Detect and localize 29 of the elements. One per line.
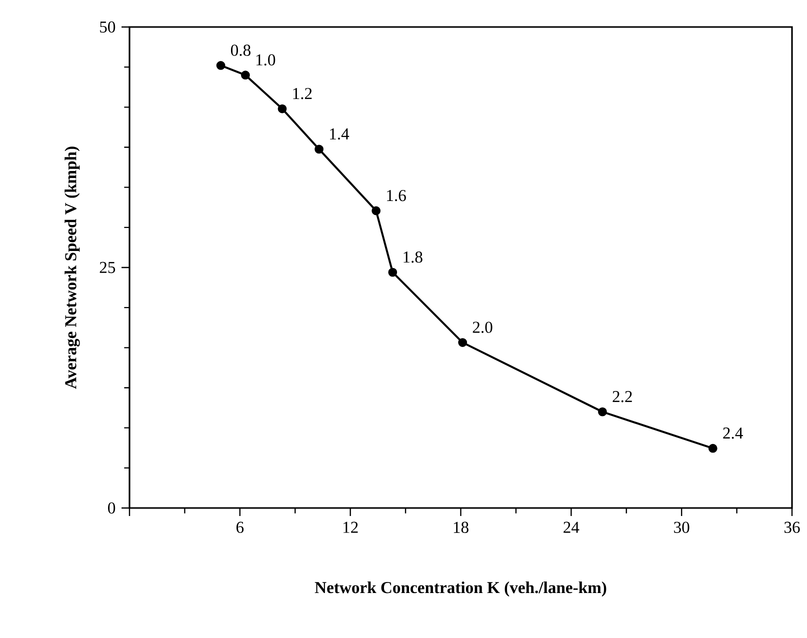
- x-tick-label: 24: [564, 522, 580, 533]
- point: [278, 104, 287, 114]
- point: [598, 407, 607, 416]
- annotation: 1.6: [387, 190, 406, 202]
- point: [314, 144, 324, 154]
- annotation: 1.0: [256, 54, 276, 66]
- point: [388, 268, 398, 277]
- point: [240, 70, 250, 80]
- y-tick-label: 0: [108, 502, 116, 514]
- x-tick-label: 18: [454, 522, 468, 533]
- y-axis-title: Average Network Speed V (kmph): [64, 146, 80, 389]
- x-tick-label: 6: [236, 522, 244, 533]
- y-tick-label: 50: [100, 21, 116, 33]
- annotation: 2.2: [612, 391, 632, 402]
- point: [216, 61, 226, 70]
- point: [458, 338, 468, 347]
- point: [372, 206, 381, 216]
- annotation: 1.2: [293, 88, 312, 100]
- y-tick-label: 25: [100, 262, 116, 274]
- x-tick-label: 36: [784, 522, 800, 533]
- annotation: 1.8: [404, 251, 422, 263]
- x-axis-title: Network Concentration K (veh./lane-km): [314, 582, 606, 597]
- annotation: 0.8: [230, 44, 250, 56]
- annotation: 1.4: [330, 128, 350, 140]
- x-tick-label: 12: [343, 522, 358, 533]
- x-tick-label: 30: [674, 522, 690, 533]
- annotation: 2.4: [723, 428, 743, 439]
- annotation: 2.0: [472, 322, 492, 333]
- point: [708, 444, 718, 453]
